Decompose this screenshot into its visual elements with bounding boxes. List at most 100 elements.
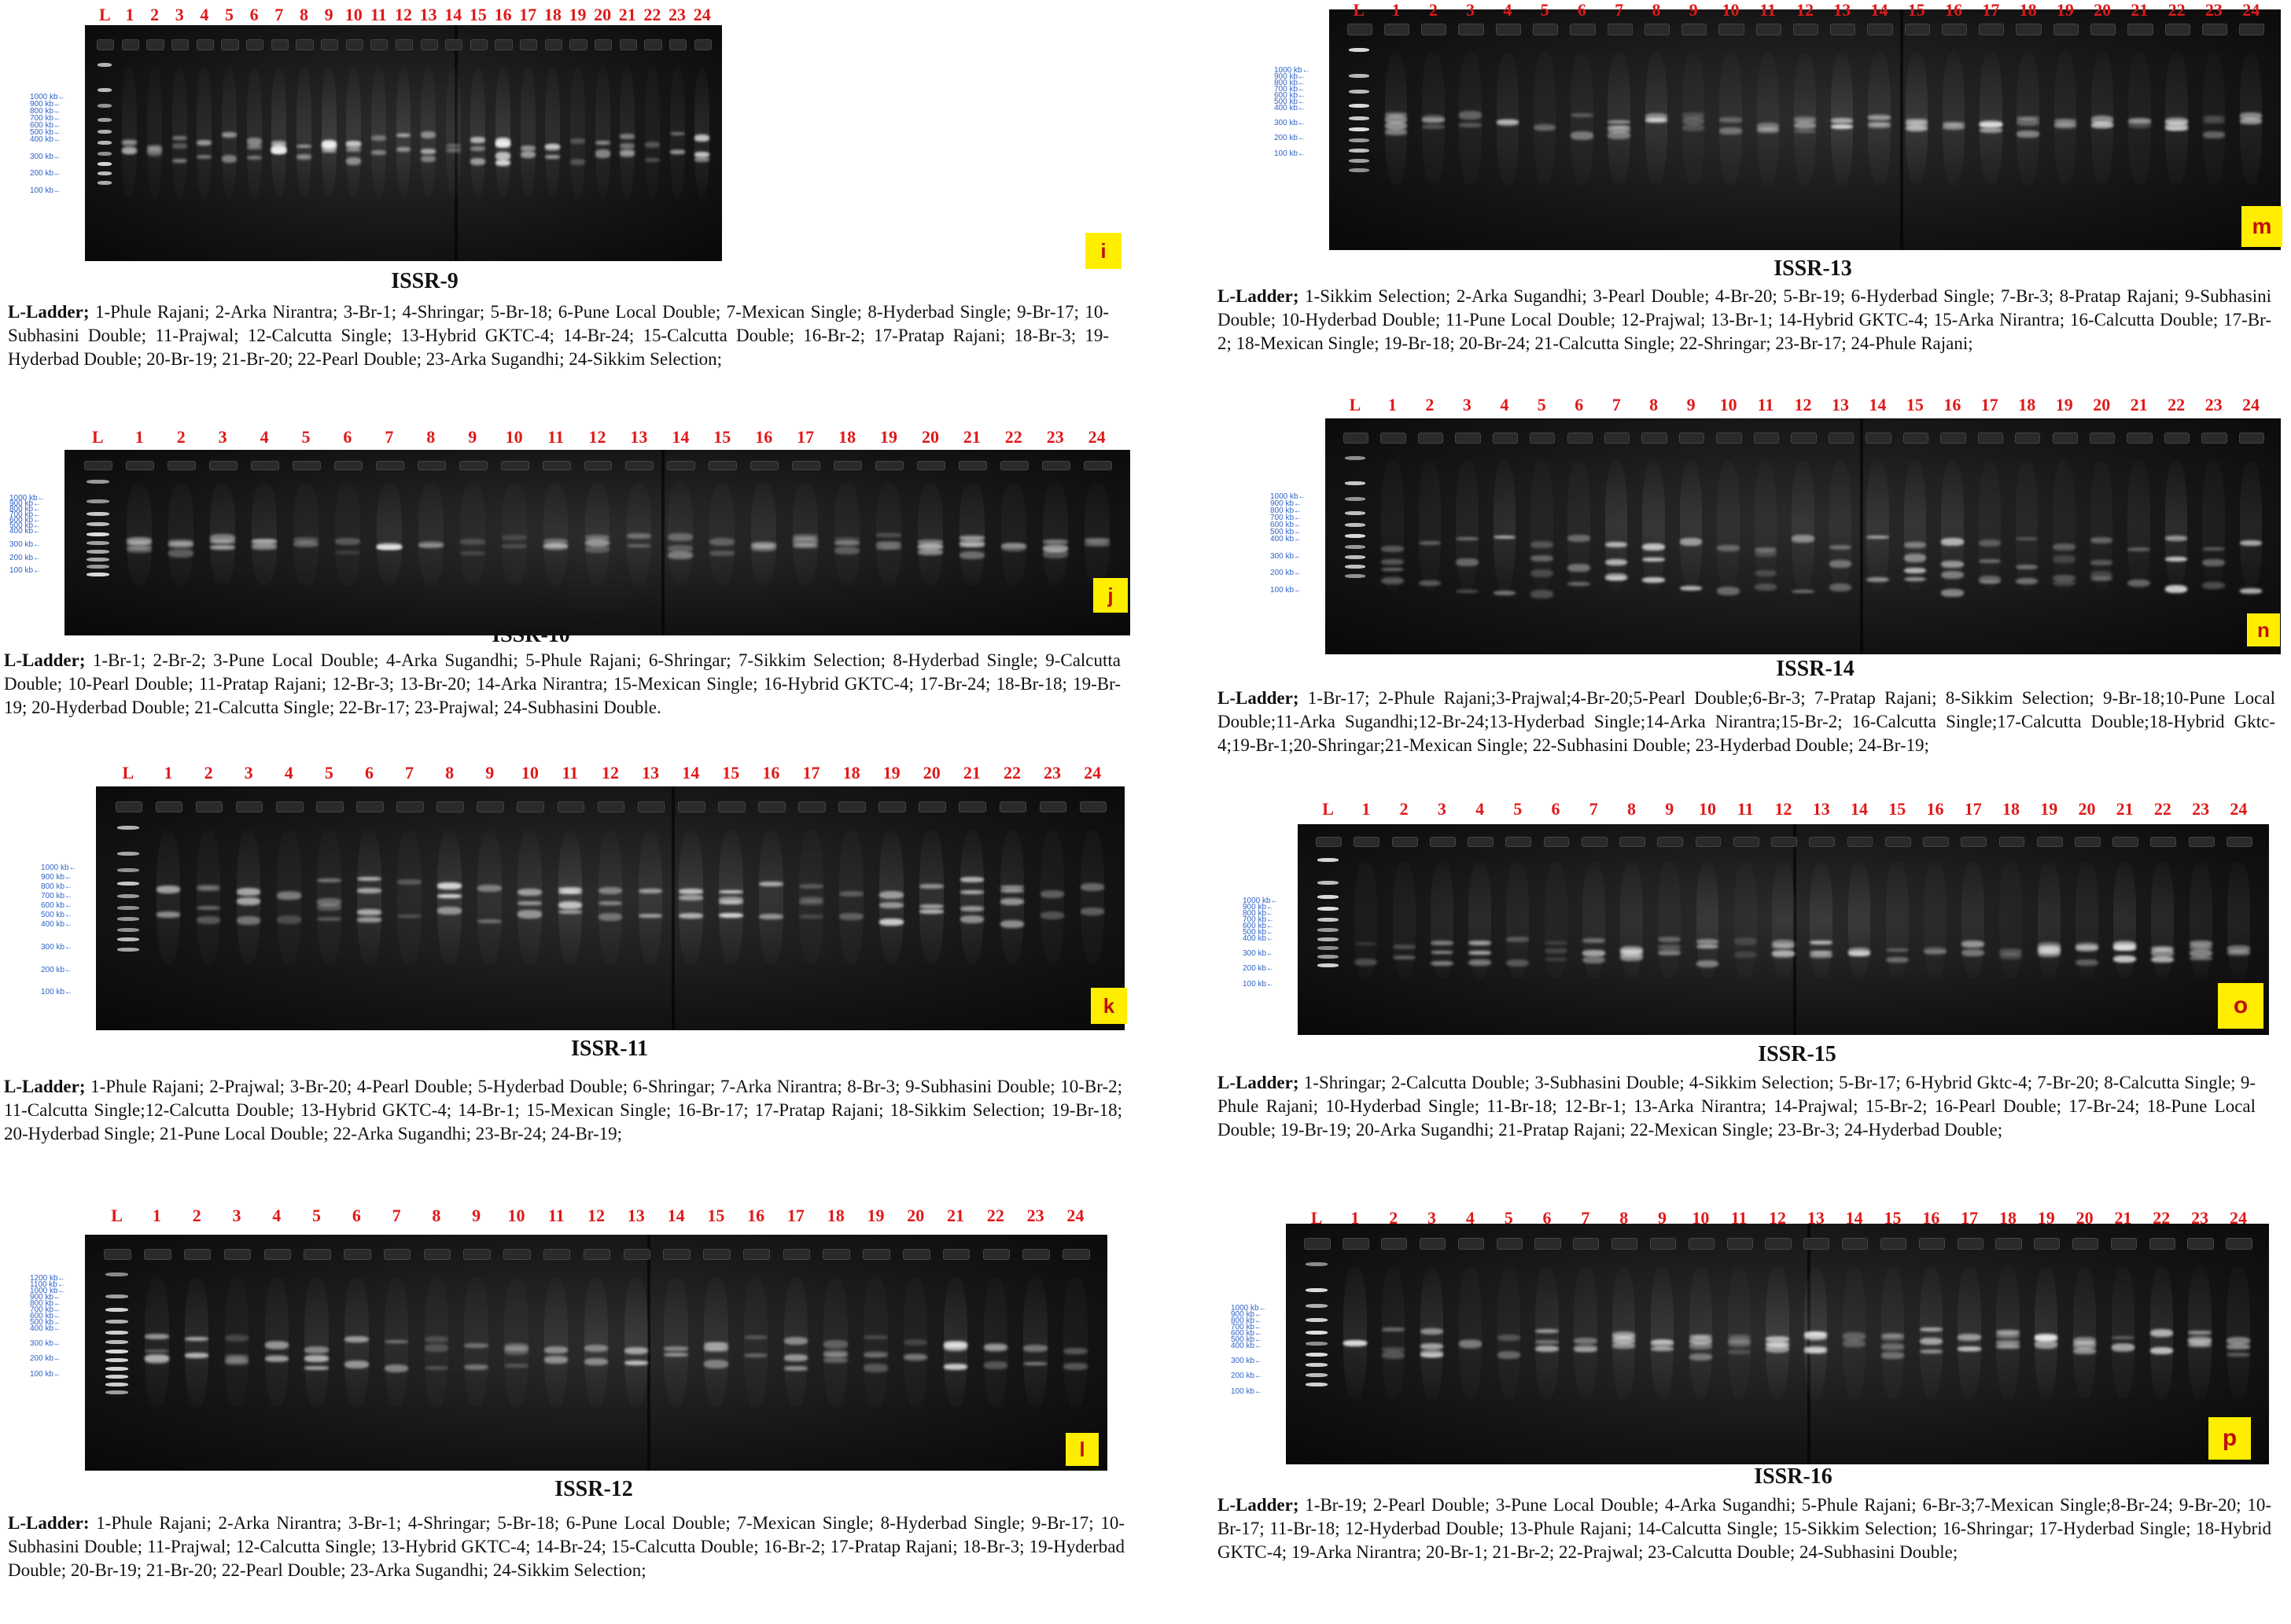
well (436, 801, 464, 812)
lane-smear (2189, 862, 2212, 978)
sample-band (236, 916, 261, 925)
ladder-marker: 500 kb ← (9, 521, 41, 530)
sample-band (1941, 560, 1964, 568)
ladder-band (98, 171, 112, 176)
arrow-icon: ← (1302, 66, 1310, 75)
ladder-band (98, 181, 112, 185)
panel-letter-badge: o (2218, 983, 2263, 1029)
well (637, 801, 665, 812)
lane-label: 21 (2130, 395, 2148, 414)
sample-band (1354, 941, 1378, 946)
well (1941, 24, 1968, 35)
sample-band (1880, 1333, 1905, 1339)
sample-band (1604, 558, 1628, 566)
sample-band (147, 145, 163, 149)
lane-smear (171, 68, 187, 197)
lane-label: 2 (176, 427, 186, 447)
ladder-marker-label: 900 kb (9, 499, 34, 508)
lane-smear (520, 68, 536, 197)
sample-band (252, 543, 277, 550)
sample-band (2111, 1344, 2135, 1351)
ladder-marker-label: 300 kb (9, 539, 34, 549)
sample-band (2090, 559, 2113, 565)
sample-band (421, 149, 436, 154)
sample-band (396, 146, 411, 153)
arrow-icon: ← (53, 152, 62, 161)
well (958, 461, 987, 470)
lane-label: 13 (642, 763, 660, 783)
lane-label: 20 (2094, 0, 2112, 20)
sample-band (2189, 956, 2212, 960)
sample-band (276, 915, 301, 924)
ladder-marker: 800 kb ← (9, 505, 41, 514)
ladder-marker: 500 kb ← (1231, 1335, 1262, 1344)
well (1380, 433, 1406, 444)
sample-band (558, 886, 583, 892)
well (1695, 837, 1722, 847)
lane-label: 18 (2002, 799, 2020, 819)
lane-smear (624, 1277, 649, 1407)
well (1457, 1238, 1484, 1250)
sample-band (2188, 1336, 2212, 1346)
ladder-marker: 400 kb ← (9, 527, 41, 536)
lane-smear (145, 1277, 169, 1407)
sample-band (1999, 948, 2023, 956)
lane-label: 24 (1088, 427, 1106, 447)
sample-band (2075, 945, 2098, 952)
gel-divider (661, 450, 665, 635)
sample-band (664, 1353, 688, 1357)
well (235, 801, 263, 812)
ladder-marker-label: 500 kb (30, 128, 54, 137)
lane-smear (2016, 461, 2039, 591)
sample-band (2227, 1343, 2250, 1350)
ladder-band (1344, 574, 1366, 578)
sample-band (1905, 124, 1928, 132)
lane-smear (664, 1277, 688, 1407)
lane-smear (743, 1277, 768, 1407)
lane-label: 4 (1500, 395, 1509, 414)
lane-label: L (98, 5, 111, 24)
sample-band (1843, 1332, 1866, 1341)
panel-letter-badge: i (1085, 233, 1122, 269)
sample-band (668, 551, 694, 559)
ladder-marker: 900 kb ← (1270, 499, 1302, 508)
well (1803, 1238, 1830, 1250)
ladder-band (105, 1320, 128, 1324)
arrow-icon: ← (53, 1324, 62, 1333)
well (1641, 433, 1667, 444)
sample-band (783, 1353, 808, 1361)
ladder-band (98, 63, 112, 67)
ladder-marker-label: 300 kb (1270, 551, 1295, 561)
lane-smear (1567, 461, 1590, 591)
well (2036, 837, 2063, 847)
ladder-marker-label: 700 kb (1270, 514, 1295, 522)
well (783, 1249, 811, 1260)
panel-legend: L-Ladder: 1-Phule Rajani; 2-Arka Nirantr… (8, 1512, 1125, 1582)
sample-band (2165, 116, 2188, 126)
sample-band (669, 150, 685, 154)
sample-band (321, 149, 337, 153)
sample-band (346, 157, 362, 165)
lane-label: 4 (284, 763, 293, 783)
sample-band (184, 1336, 209, 1342)
lane-smear (1382, 1267, 1405, 1400)
sample-band (459, 539, 485, 545)
sample-band (2239, 588, 2263, 594)
sample-band (2090, 115, 2114, 124)
lane-label: 22 (2153, 1208, 2171, 1228)
lane-label: 3 (1466, 0, 1475, 20)
ladder-band (1306, 1330, 1328, 1335)
sample-band (879, 890, 904, 900)
lane-smear (783, 1277, 808, 1407)
sample-band (2075, 941, 2098, 949)
ladder-marker-label: 800 kb (30, 1299, 54, 1308)
sample-band (1679, 538, 1703, 546)
well (2127, 24, 2153, 35)
ladder-band (1317, 906, 1339, 911)
sample-band (1496, 119, 1519, 125)
lane-smear (127, 483, 153, 586)
lane-smear (1689, 1267, 1712, 1400)
lane-label: 5 (312, 1206, 322, 1225)
ladder-marker-label: 1100 kb (30, 1280, 57, 1289)
sample-band (2016, 564, 2039, 570)
